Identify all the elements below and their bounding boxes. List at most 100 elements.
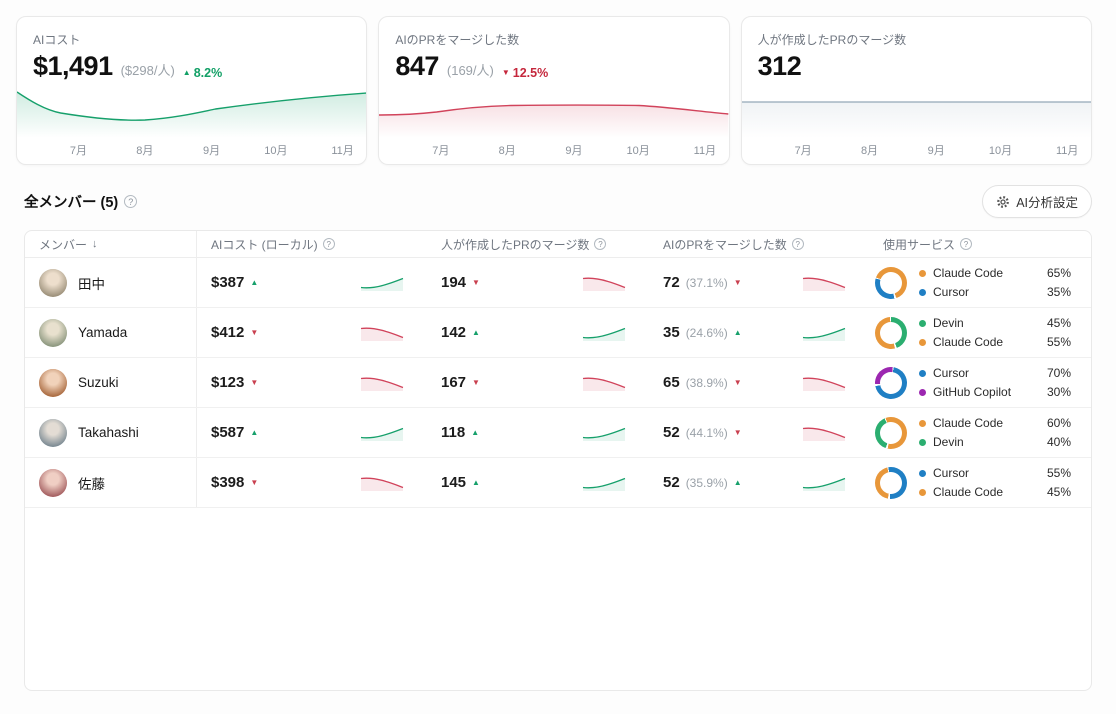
trend-sparkline <box>582 477 626 491</box>
human-pr-cell: 118 ▲ <box>427 408 649 457</box>
ai-cost-cell: $387 ▲ <box>197 258 427 307</box>
ai-pr-value: 52 <box>663 424 680 441</box>
column-header-ai-pr[interactable]: AIのPRをマージした数? <box>649 236 869 253</box>
table-empty-area <box>25 508 1091 690</box>
ai-cost-cell: $123 ▼ <box>197 358 427 407</box>
legend-dot <box>919 488 926 496</box>
service-name: Cursor <box>933 285 970 299</box>
ai-pr-trend-chart <box>379 86 729 138</box>
member-cell: Yamada <box>25 308 197 357</box>
down-arrow-icon: ▼ <box>733 378 742 387</box>
column-header-services[interactable]: 使用サービス? <box>869 236 1091 253</box>
service-pct: 60% <box>1046 416 1071 430</box>
member-name: Yamada <box>78 325 128 340</box>
member-name: 佐藤 <box>78 476 105 492</box>
cost-value: $587 <box>211 424 245 441</box>
card-value: $1,491 <box>33 51 113 81</box>
service-name: Devin <box>933 435 964 449</box>
members-table: メンバー ↓ AIコスト (ローカル)? 人が作成したPRのマージ数? AIのPR… <box>24 230 1092 691</box>
service-name: Devin <box>933 316 964 330</box>
ai-pr-share: (24.6%) <box>685 325 728 340</box>
services-donut-chart <box>875 366 907 399</box>
help-icon[interactable]: ? <box>960 238 973 250</box>
card-title: 人が作成したPRのマージ数 <box>757 33 907 47</box>
trend-sparkline <box>582 327 626 341</box>
column-header-member[interactable]: メンバー ↓ <box>25 231 197 257</box>
ai-cost-cell: $398 ▼ <box>197 458 427 507</box>
ai-pr-value: 65 <box>663 374 680 391</box>
card-title: AIコスト <box>33 33 81 47</box>
services-donut-chart <box>875 466 907 499</box>
trend-sparkline <box>802 277 846 291</box>
trend-sparkline <box>582 427 626 441</box>
help-icon[interactable]: ? <box>791 238 804 250</box>
down-arrow-icon: ▼ <box>472 378 480 387</box>
trend-sparkline <box>360 427 404 441</box>
down-arrow-icon: ▼ <box>733 428 742 437</box>
down-arrow-icon: ▼ <box>250 328 259 337</box>
service-name: Cursor <box>933 466 970 480</box>
trend-sparkline <box>802 377 846 391</box>
legend-dot <box>919 388 926 396</box>
card-value: 847 <box>395 51 439 81</box>
member-cell: 佐藤 <box>25 458 197 507</box>
services-legend: Cursor 55% Claude Code 45% <box>919 464 1071 502</box>
help-icon[interactable]: ? <box>594 238 607 250</box>
service-pct: 45% <box>1046 316 1071 330</box>
card-ai-cost: AIコスト $1,491 ($298/人) ▲ 8.2% 7月 8月 9月 10月 11月 <box>16 16 368 165</box>
x-axis-months: 7月 8月 9月 10月 11月 <box>794 145 1079 157</box>
table-row[interactable]: Takahashi $587 ▲ 118 ▲ 52 (44.1%) ▼ Claude C… <box>25 408 1091 458</box>
service-pct: 55% <box>1046 466 1071 480</box>
human-pr-value: 194 <box>441 274 467 291</box>
ai-pr-share: (44.1%) <box>685 425 728 440</box>
column-header-ai-cost[interactable]: AIコスト (ローカル)? <box>197 236 427 253</box>
human-pr-value: 118 <box>441 424 466 441</box>
help-icon[interactable]: ? <box>124 195 138 208</box>
services-donut-chart <box>875 416 907 449</box>
legend-dot <box>919 319 926 327</box>
help-icon[interactable]: ? <box>322 238 335 250</box>
column-header-human-pr[interactable]: 人が作成したPRのマージ数? <box>427 236 649 253</box>
table-row[interactable]: Suzuki $123 ▼ 167 ▼ 65 (38.9%) ▼ Cursor 70% G… <box>25 358 1091 408</box>
service-name: Claude Code <box>933 266 1004 280</box>
ai-pr-share: (37.1%) <box>685 275 728 290</box>
ai-pr-cell: 35 (24.6%) ▲ <box>649 308 869 357</box>
member-name: Takahashi <box>78 425 139 440</box>
ai-pr-value: 72 <box>663 274 680 291</box>
card-human-pr-merged: 人が作成したPRのマージ数 312 7月 8月 9月 10月 11月 <box>740 16 1092 165</box>
ai-pr-cell: 52 (35.9%) ▲ <box>649 458 869 507</box>
cost-value: $398 <box>211 474 245 491</box>
human-pr-cell: 145 ▲ <box>427 458 649 507</box>
up-arrow-icon: ▲ <box>472 328 480 337</box>
legend-dot <box>919 369 926 377</box>
down-arrow-icon: ▼ <box>501 68 510 77</box>
sort-desc-icon: ↓ <box>92 238 98 250</box>
ai-pr-share: (38.9%) <box>685 375 728 390</box>
members-section-title: 全メンバー (5) ? <box>24 191 138 212</box>
table-header-row: メンバー ↓ AIコスト (ローカル)? 人が作成したPRのマージ数? AIのPR… <box>25 231 1091 258</box>
trend-sparkline <box>582 277 626 291</box>
service-pct: 35% <box>1046 285 1071 299</box>
service-pct: 55% <box>1046 335 1071 349</box>
table-row[interactable]: Yamada $412 ▼ 142 ▲ 35 (24.6%) ▲ Devin 45% Cl… <box>25 308 1091 358</box>
service-name: Claude Code <box>933 416 1004 430</box>
member-cell: Suzuki <box>25 358 197 407</box>
up-arrow-icon: ▲ <box>472 478 480 487</box>
table-row[interactable]: 佐藤 $398 ▼ 145 ▲ 52 (35.9%) ▲ Cursor 55% Claud… <box>25 458 1091 508</box>
up-arrow-icon: ▲ <box>733 478 742 487</box>
ai-analysis-settings-button[interactable]: AI分析設定 <box>982 185 1092 218</box>
down-arrow-icon: ▼ <box>472 278 480 287</box>
service-pct: 45% <box>1046 485 1071 499</box>
human-pr-value: 142 <box>441 324 467 341</box>
card-value: 312 <box>757 51 802 81</box>
down-arrow-icon: ▼ <box>250 378 259 387</box>
cost-value: $412 <box>211 324 245 341</box>
ai-pr-cell: 52 (44.1%) ▼ <box>649 408 869 457</box>
human-pr-cell: 167 ▼ <box>427 358 649 407</box>
trend-sparkline <box>582 377 626 391</box>
table-row[interactable]: 田中 $387 ▲ 194 ▼ 72 (37.1%) ▼ Claude Code 65% … <box>25 258 1091 308</box>
up-arrow-icon: ▲ <box>733 328 742 337</box>
service-pct: 40% <box>1046 435 1071 449</box>
member-cell: 田中 <box>25 258 197 307</box>
ai-pr-share: (35.9%) <box>685 475 728 490</box>
